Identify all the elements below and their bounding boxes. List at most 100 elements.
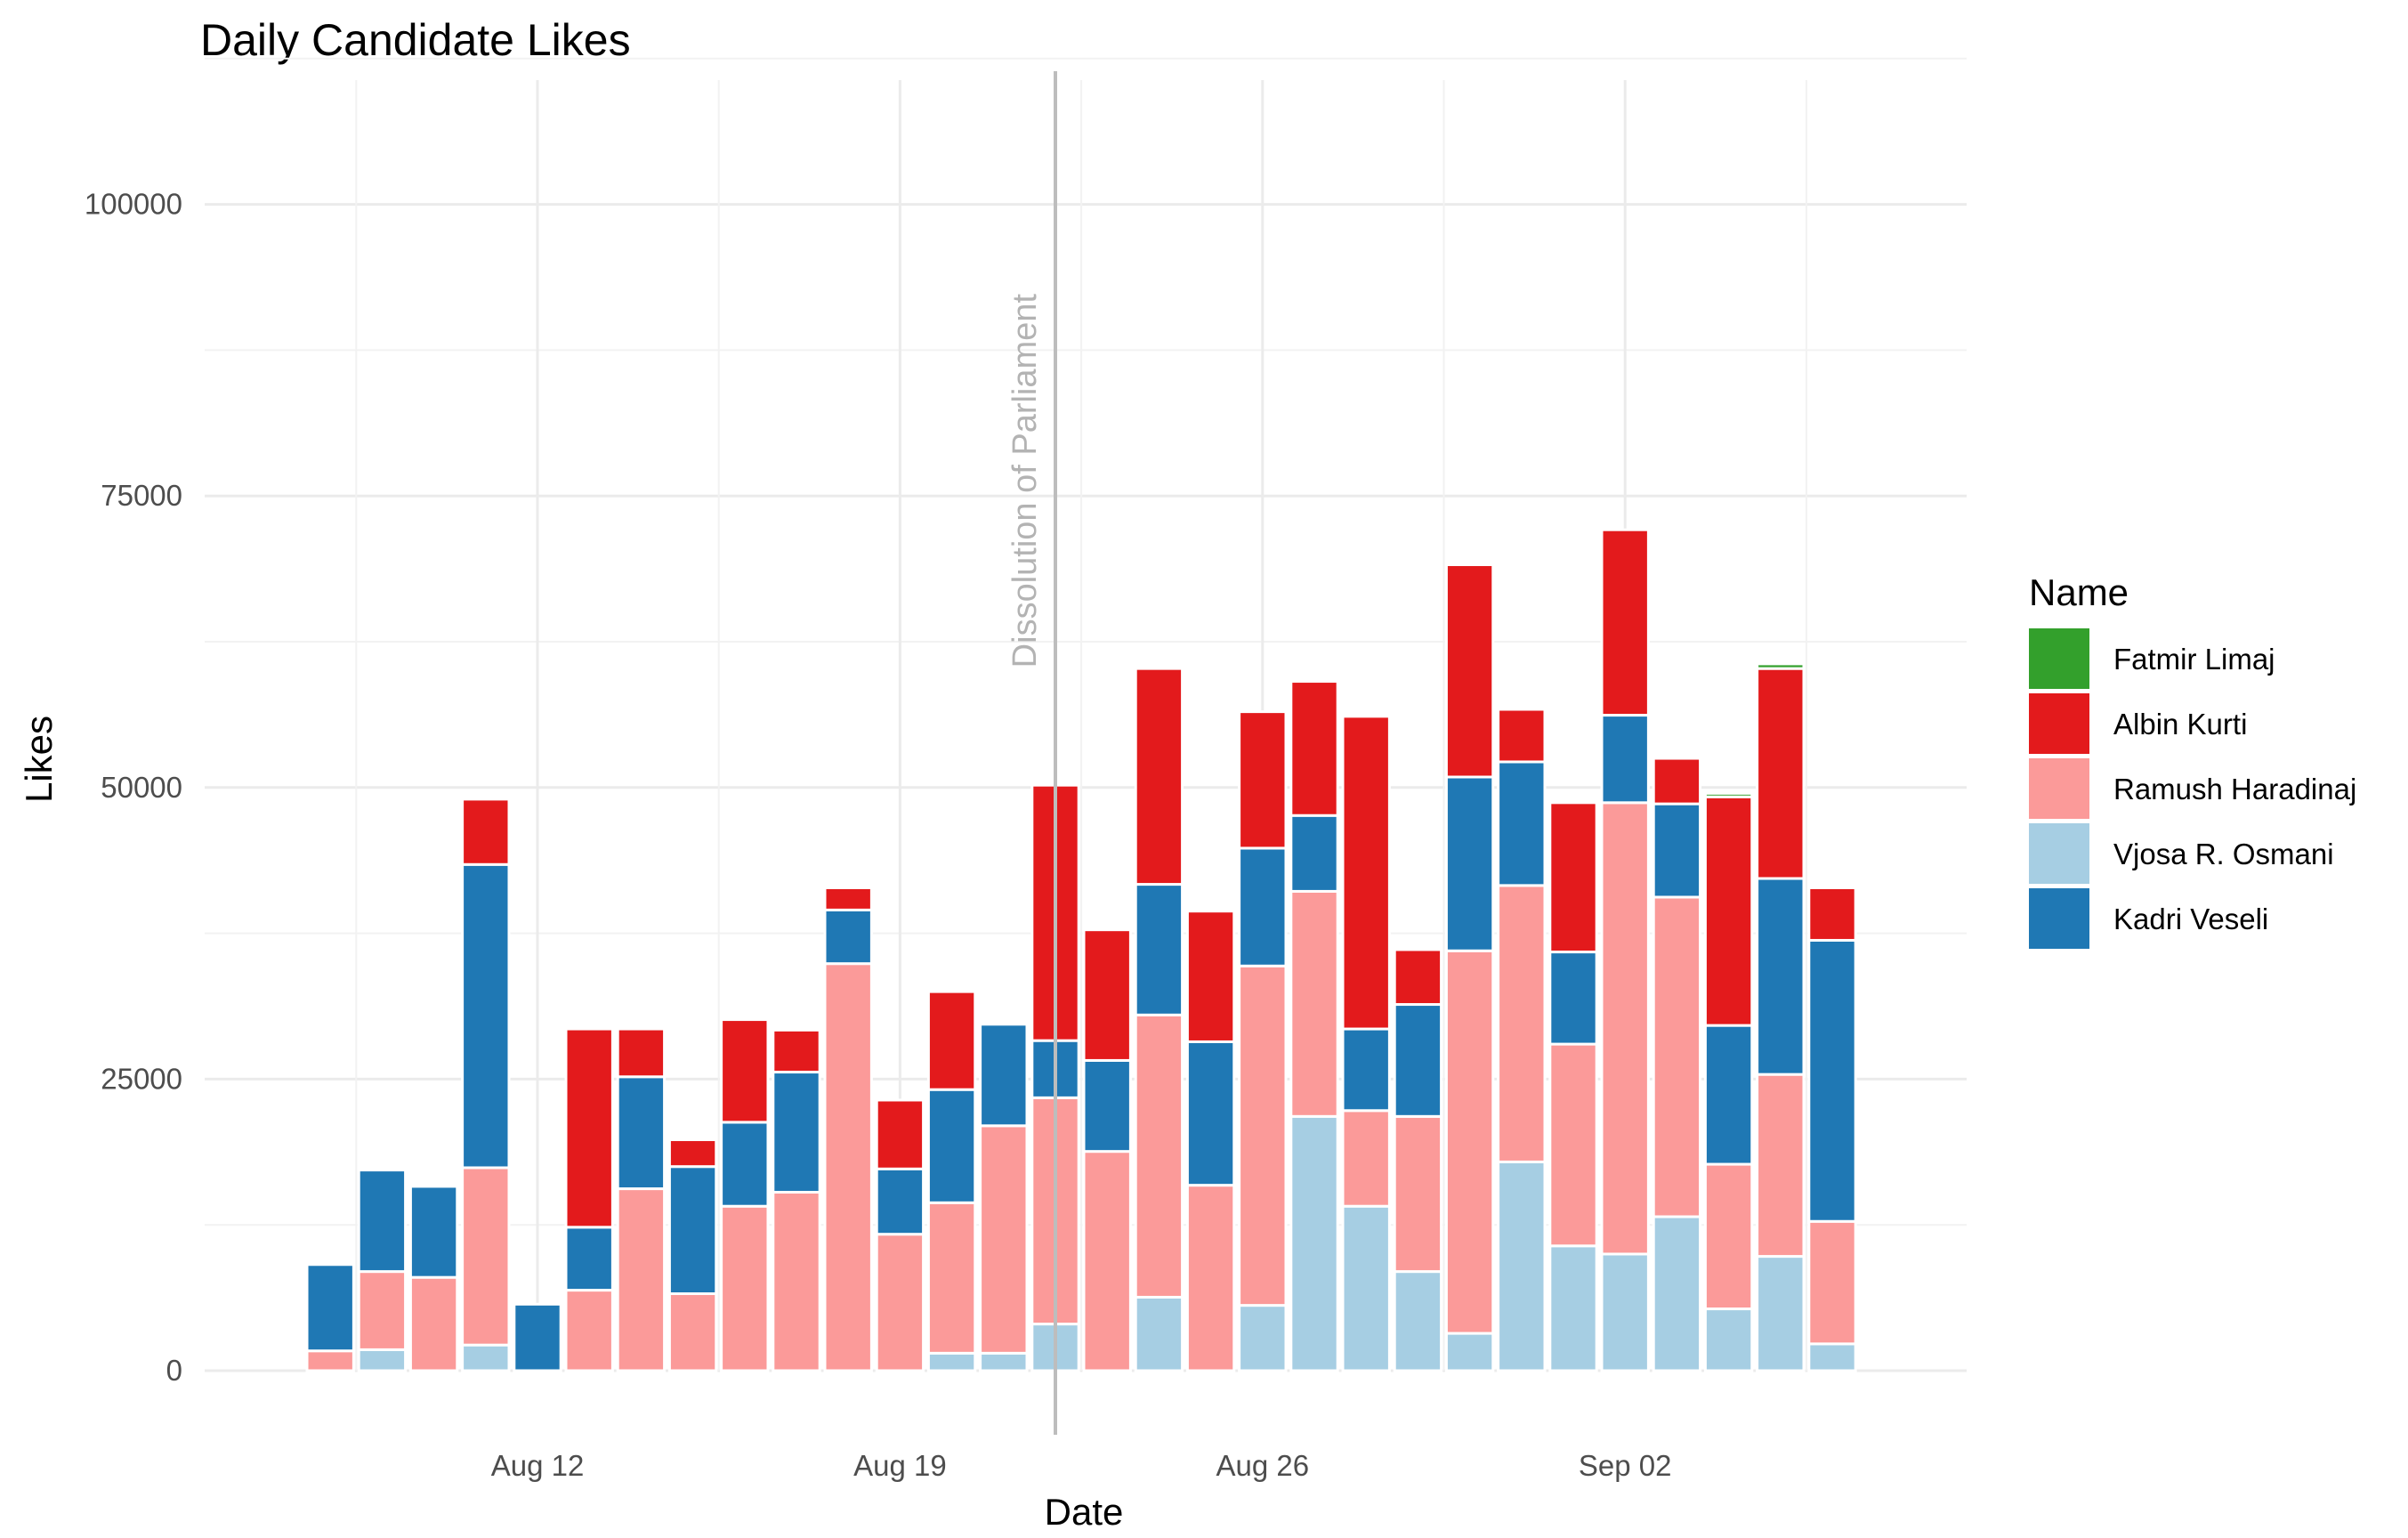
- bar-segment-vjosa-r-osmani: [461, 1343, 511, 1372]
- bar-segment-vjosa-r-osmani: [1807, 1342, 1857, 1372]
- x-tick-label: Sep 02: [1579, 1449, 1672, 1482]
- bar-segment-ramush-haradinaj: [667, 1292, 718, 1372]
- bar-segment-kadri-veseli: [1756, 877, 1806, 1076]
- bars: [305, 528, 1857, 1372]
- bar-segment-ramush-haradinaj: [1807, 1219, 1857, 1346]
- bar-segment-kadri-veseli: [1393, 1003, 1443, 1118]
- y-axis-ticks: 0 25000 50000 75000 100000: [85, 188, 182, 1387]
- bar-segment-kadri-veseli: [564, 1226, 614, 1292]
- bar-segment-albin-kurti: [1082, 928, 1132, 1062]
- bar-segment-fatmir-limaj: [1703, 791, 1754, 798]
- bar-segment-ramush-haradinaj: [461, 1166, 511, 1347]
- bar-segment-ramush-haradinaj: [1393, 1114, 1443, 1274]
- bar-segment-kadri-veseli: [1082, 1058, 1132, 1154]
- bar-segment-ramush-haradinaj: [1548, 1042, 1598, 1248]
- bar-segment-albin-kurti: [667, 1138, 718, 1169]
- legend-label-albin-kurti: Albin Kurti: [2113, 708, 2247, 741]
- legend-label-fatmir-limaj: Fatmir Limaj: [2113, 643, 2275, 676]
- y-tick-label: 0: [166, 1354, 182, 1387]
- bar-segment-ramush-haradinaj: [1444, 949, 1495, 1335]
- bar-segment-ramush-haradinaj: [408, 1275, 459, 1372]
- bar-segment-albin-kurti: [926, 990, 977, 1091]
- bar-segment-albin-kurti: [1497, 708, 1547, 764]
- bar-segment-ramush-haradinaj: [305, 1349, 355, 1372]
- bar-segment-kadri-veseli: [513, 1302, 562, 1372]
- bar-segment-ramush-haradinaj: [720, 1204, 770, 1372]
- bar-segment-albin-kurti: [823, 886, 873, 911]
- bar-segment-albin-kurti: [1807, 886, 1857, 942]
- legend-swatch-albin-kurti: [2029, 693, 2089, 754]
- bar-segment-kadri-veseli: [1185, 1040, 1236, 1187]
- y-tick-label: 100000: [85, 188, 182, 221]
- x-tick-label: Aug 19: [853, 1449, 947, 1482]
- bar-segment-albin-kurti: [1289, 680, 1339, 817]
- bar-segment-kadri-veseli: [1341, 1027, 1391, 1113]
- bar-segment-ramush-haradinaj: [926, 1201, 977, 1355]
- bar-segment-ramush-haradinaj: [875, 1233, 925, 1372]
- bar-segment-ramush-haradinaj: [1703, 1162, 1754, 1311]
- bar-segment-ramush-haradinaj: [1341, 1109, 1391, 1208]
- bar-segment-albin-kurti: [1703, 795, 1754, 1027]
- bar-segment-albin-kurti: [461, 797, 511, 866]
- y-tick-label: 25000: [101, 1062, 182, 1095]
- bar-segment-kadri-veseli: [305, 1263, 355, 1353]
- bar-segment-albin-kurti: [772, 1028, 821, 1074]
- bar-segment-ramush-haradinaj: [357, 1270, 408, 1351]
- bar-segment-ramush-haradinaj: [823, 962, 873, 1372]
- annotation-label: Dissolution of Parliament: [1006, 294, 1044, 668]
- y-axis-title: Likes: [18, 716, 60, 803]
- annotation-layer: Dissolution of Parliament: [1006, 71, 1057, 1435]
- bar-segment-ramush-haradinaj: [772, 1191, 821, 1372]
- bar-segment-kadri-veseli: [823, 908, 873, 966]
- bar-segment-albin-kurti: [1134, 667, 1184, 886]
- bar-segment-ramush-haradinaj: [1652, 895, 1702, 1218]
- x-tick-label: Aug 26: [1216, 1449, 1310, 1482]
- bar-segment-vjosa-r-osmani: [1289, 1114, 1339, 1372]
- bar-segment-albin-kurti: [1444, 563, 1495, 779]
- x-tick-label: Aug 12: [491, 1449, 585, 1482]
- y-tick-label: 50000: [101, 771, 182, 804]
- legend-swatch-vjosa-r-osmani: [2029, 823, 2089, 884]
- bar-segment-kadri-veseli: [772, 1071, 821, 1194]
- bar-segment-kadri-veseli: [720, 1121, 770, 1208]
- x-axis-title: Date: [1045, 1491, 1124, 1533]
- bar-segment-fatmir-limaj: [1756, 662, 1806, 670]
- bar-segment-kadri-veseli: [1444, 775, 1495, 952]
- bar-segment-kadri-veseli: [1703, 1024, 1754, 1166]
- legend-title: Name: [2029, 571, 2129, 613]
- bar-segment-albin-kurti: [616, 1027, 667, 1079]
- bar-segment-ramush-haradinaj: [1497, 884, 1547, 1163]
- bar-segment-vjosa-r-osmani: [1444, 1332, 1495, 1372]
- bar-segment-vjosa-r-osmani: [1341, 1204, 1391, 1372]
- y-tick-label: 75000: [101, 479, 182, 512]
- bar-segment-albin-kurti: [720, 1018, 770, 1124]
- bar-segment-ramush-haradinaj: [564, 1289, 614, 1372]
- bar-segment-kadri-veseli: [1807, 938, 1857, 1223]
- bar-segment-albin-kurti: [1185, 910, 1236, 1043]
- bar-segment-albin-kurti: [1238, 710, 1288, 850]
- bar-segment-ramush-haradinaj: [1600, 801, 1650, 1256]
- bar-segment-ramush-haradinaj: [616, 1187, 667, 1372]
- bar-segment-kadri-veseli: [1289, 814, 1339, 893]
- bar-segment-albin-kurti: [1600, 528, 1650, 717]
- bar-segment-vjosa-r-osmani: [1393, 1270, 1443, 1372]
- bar-segment-kadri-veseli: [1600, 714, 1650, 805]
- bar-segment-albin-kurti: [1652, 757, 1702, 805]
- bar-segment-vjosa-r-osmani: [1134, 1295, 1184, 1372]
- bar-segment-kadri-veseli: [926, 1088, 977, 1204]
- bar-segment-ramush-haradinaj: [1082, 1150, 1132, 1372]
- legend-label-vjosa-r-osmani: Vjosa R. Osmani: [2113, 838, 2334, 870]
- bar-segment-vjosa-r-osmani: [1600, 1252, 1650, 1372]
- bar-segment-vjosa-r-osmani: [1548, 1244, 1598, 1372]
- legend-swatch-ramush-haradinaj: [2029, 758, 2089, 819]
- bar-segment-kadri-veseli: [1497, 760, 1547, 887]
- bar-segment-kadri-veseli: [979, 1023, 1029, 1128]
- legend-label-kadri-veseli: Kadri Veseli: [2113, 903, 2268, 935]
- bar-segment-vjosa-r-osmani: [1756, 1255, 1806, 1372]
- bar-segment-ramush-haradinaj: [979, 1124, 1029, 1355]
- legend: Name Fatmir Limaj Albin Kurti Ramush Harad…: [2029, 571, 2356, 949]
- bar-segment-ramush-haradinaj: [1289, 889, 1339, 1118]
- bar-segment-albin-kurti: [1393, 948, 1443, 1007]
- bar-segment-kadri-veseli: [1238, 846, 1288, 967]
